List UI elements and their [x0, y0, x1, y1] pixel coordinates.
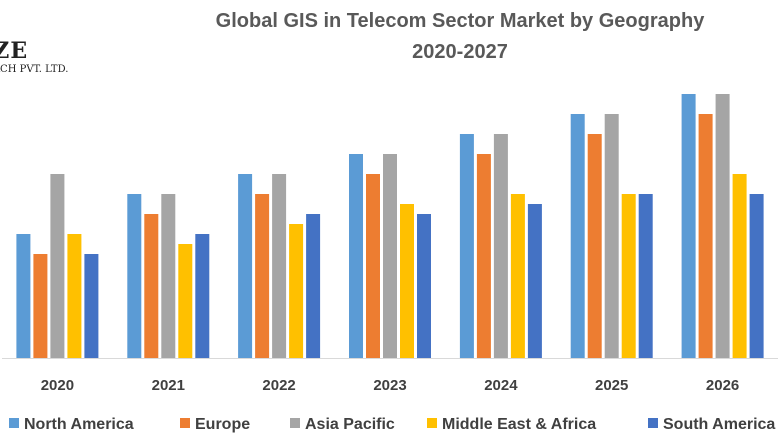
bar-middle-east-africa-2026: [732, 174, 747, 358]
legend-swatch-asia-pacific: [290, 418, 300, 428]
legend-swatch-south-america: [648, 418, 658, 428]
legend-swatch-middle-east-africa: [427, 418, 437, 428]
bar-middle-east-africa-2020: [67, 234, 82, 358]
watermark-logo: IZE EARCH PVT. LTD.: [0, 38, 120, 84]
bar-north-america-2021: [127, 194, 142, 358]
legend-label-south-america: South America: [663, 416, 775, 433]
x-tick-labels: 2020 2021 2022 2023 2024 2025 2026: [41, 377, 740, 394]
chart-title-line-2: 2020-2027: [412, 41, 508, 63]
bar-asia-pacific-2024: [493, 134, 508, 358]
chart-title: Global GIS in Telecom Sector Market by G…: [130, 6, 780, 68]
bar-north-america-2024: [459, 134, 474, 358]
bar-middle-east-africa-2022: [289, 224, 304, 358]
bar-asia-pacific-2022: [272, 174, 287, 358]
bar-europe-2023: [366, 174, 380, 358]
bar-south-america-2020: [84, 254, 99, 358]
bar-asia-pacific-2021: [161, 194, 176, 358]
bar-south-america-2026: [749, 194, 764, 358]
bar-middle-east-africa-2021: [178, 244, 193, 358]
bar-south-america-2025: [638, 194, 653, 358]
legend-label-europe: Europe: [195, 416, 250, 433]
bar-europe-2021: [144, 214, 159, 358]
bar-south-america-2021: [195, 234, 210, 358]
bar-south-america-2022: [306, 214, 321, 358]
legend-label-north-america: North America: [24, 416, 134, 433]
bar-north-america-2023: [349, 154, 363, 358]
x-tick-label: 2021: [152, 377, 185, 394]
legend-label-middle-east-africa: Middle East & Africa: [442, 416, 596, 433]
bar-asia-pacific-2020: [50, 174, 65, 358]
bar-europe-2024: [476, 154, 491, 358]
bars-group: [16, 94, 764, 358]
bar-north-america-2025: [570, 114, 585, 358]
bar-asia-pacific-2026: [715, 94, 730, 358]
x-tick-label: 2020: [41, 377, 74, 394]
bar-middle-east-africa-2025: [621, 194, 636, 358]
bar-north-america-2020: [16, 234, 31, 358]
bar-south-america-2023: [417, 214, 431, 358]
watermark-line-1: IZE: [0, 38, 29, 64]
legend: North America Europe Asia Pacific Middle Ea…: [9, 416, 775, 433]
bar-south-america-2024: [527, 204, 542, 358]
legend-swatch-europe: [180, 418, 190, 428]
bar-asia-pacific-2025: [604, 114, 619, 358]
bar-north-america-2026: [681, 94, 696, 358]
chart-title-line-1: Global GIS in Telecom Sector Market by G…: [215, 10, 705, 32]
legend-swatch-north-america: [9, 418, 19, 428]
bar-europe-2026: [698, 114, 713, 358]
x-tick-label: 2022: [262, 377, 295, 394]
bar-europe-2025: [587, 134, 602, 358]
x-tick-label: 2026: [706, 377, 739, 394]
watermark-line-2: EARCH PVT. LTD.: [0, 64, 69, 75]
bar-middle-east-africa-2023: [400, 204, 414, 358]
bar-middle-east-africa-2024: [510, 194, 525, 358]
x-tick-label: 2025: [595, 377, 628, 394]
bar-europe-2020: [33, 254, 48, 358]
legend-label-asia-pacific: Asia Pacific: [305, 416, 395, 433]
bar-europe-2022: [255, 194, 270, 358]
x-tick-label: 2024: [484, 377, 518, 394]
bar-asia-pacific-2023: [383, 154, 397, 358]
bar-north-america-2022: [238, 174, 253, 358]
x-tick-label: 2023: [373, 377, 406, 394]
